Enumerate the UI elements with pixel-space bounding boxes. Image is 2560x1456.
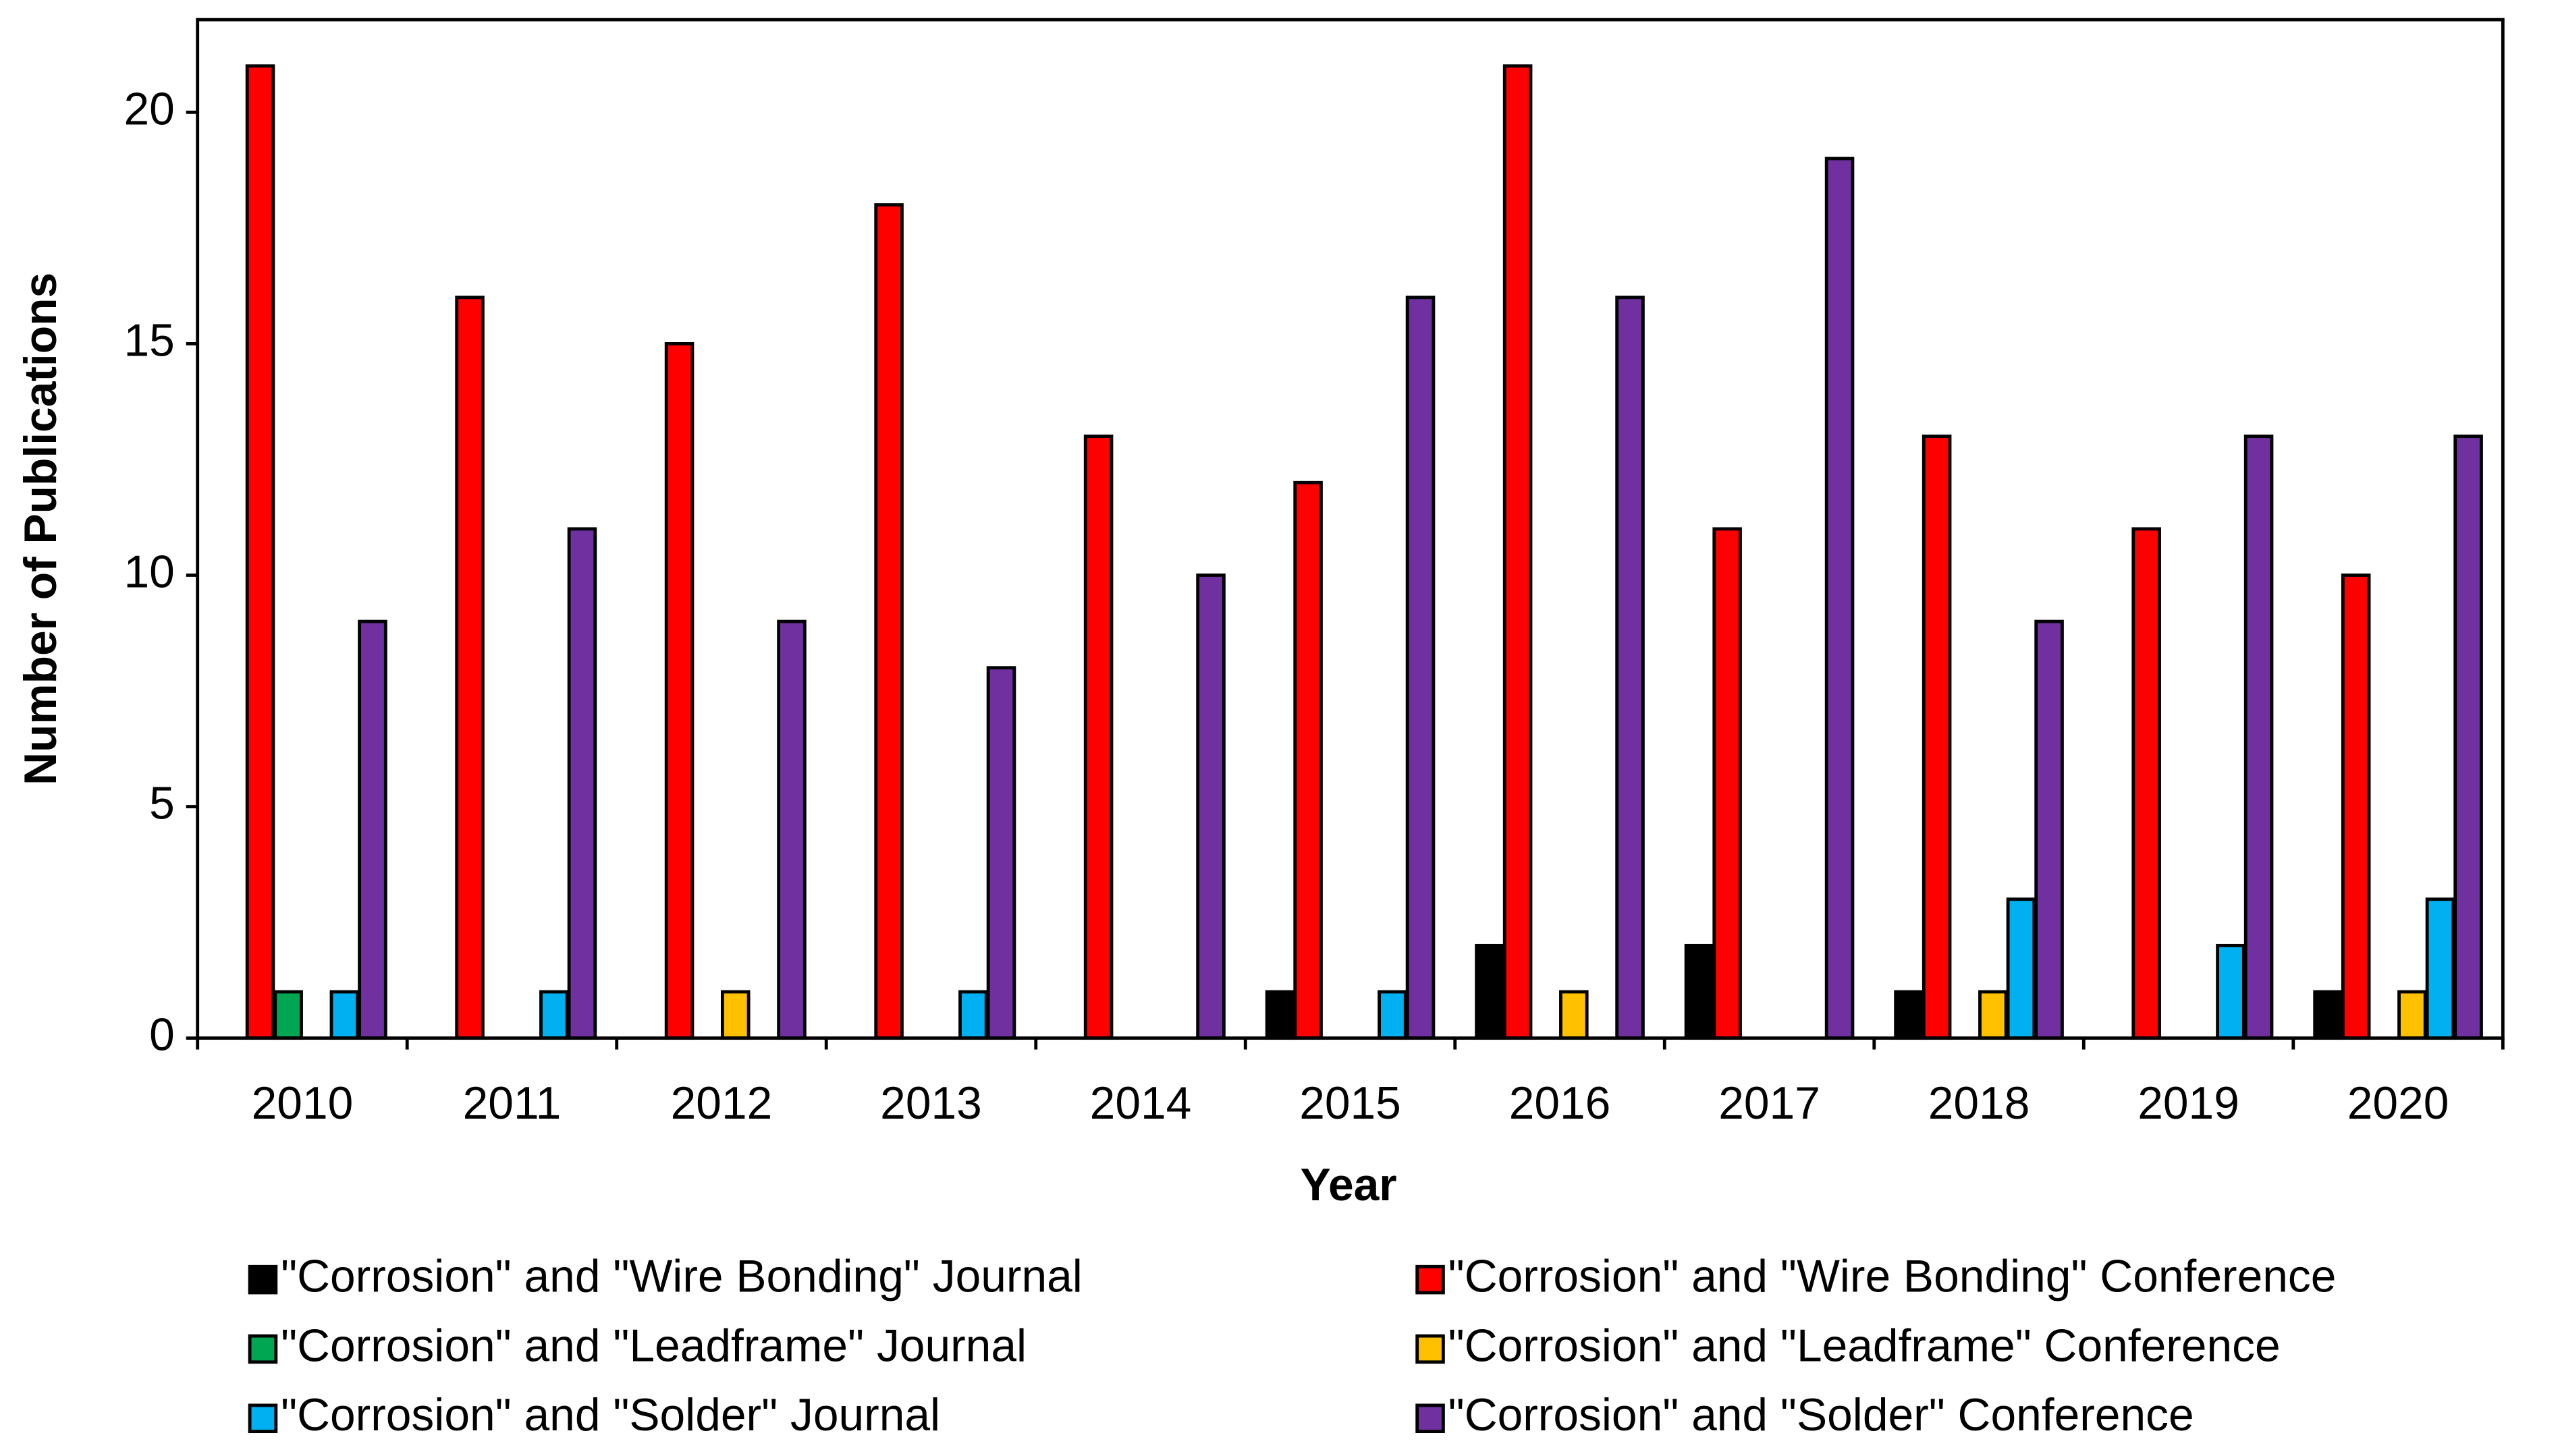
bar	[2313, 990, 2343, 1040]
x-tick-label: 2013	[880, 1078, 982, 1129]
bar	[986, 666, 1016, 1040]
bar	[874, 203, 904, 1040]
legend-label: "Corrosion" and "Leadframe" Journal	[281, 1320, 1027, 1371]
y-tick-label: 5	[149, 778, 175, 829]
bar	[273, 990, 303, 1040]
bar	[539, 990, 569, 1040]
legend-swatch	[248, 1334, 278, 1364]
bar	[1978, 990, 2008, 1040]
bar	[1894, 990, 1924, 1040]
x-tick-label: 2011	[463, 1078, 562, 1129]
x-tick-label: 2014	[1090, 1078, 1192, 1129]
bar	[1265, 990, 1295, 1040]
bar	[2453, 435, 2483, 1040]
bar	[2397, 990, 2427, 1040]
bar	[1378, 990, 1407, 1040]
bar	[1083, 435, 1114, 1040]
y-tick-label: 10	[124, 547, 175, 597]
bar	[1615, 296, 1645, 1040]
x-tick-label: 2017	[1718, 1078, 1820, 1129]
y-tick-label: 20	[124, 84, 175, 134]
bar	[1405, 296, 1436, 1040]
legend-swatch	[1415, 1264, 1445, 1295]
y-axis-label: Number of Publications	[16, 273, 66, 785]
bar	[1824, 157, 1855, 1040]
bar	[777, 619, 807, 1040]
bar	[2216, 943, 2245, 1040]
bar	[2006, 897, 2036, 1040]
x-tick-label: 2020	[2347, 1078, 2449, 1129]
y-tick-label: 15	[124, 315, 175, 366]
plot-frame	[196, 18, 2505, 1040]
bar	[245, 64, 275, 1040]
bar	[1502, 64, 1533, 1040]
bar	[358, 619, 387, 1040]
bar	[2131, 527, 2161, 1040]
bar	[1475, 943, 1504, 1040]
legend-label: "Corrosion" and "Wire Bonding" Journal	[281, 1252, 1083, 1302]
bar	[664, 342, 695, 1040]
legend-label: "Corrosion" and "Leadframe" Conference	[1448, 1320, 2281, 1371]
bar	[958, 990, 988, 1040]
x-tick-label: 2012	[671, 1078, 773, 1129]
bar	[2034, 619, 2064, 1040]
legend-label: "Corrosion" and "Wire Bonding" Conferenc…	[1448, 1252, 2337, 1302]
x-tick-label: 2018	[1928, 1078, 2030, 1129]
x-tick-label: 2019	[2137, 1078, 2239, 1129]
x-tick-label: 2010	[252, 1078, 354, 1129]
legend-swatch	[1415, 1334, 1445, 1364]
bar	[1922, 435, 1952, 1040]
bar	[1293, 480, 1323, 1040]
legend-swatch	[1415, 1403, 1445, 1434]
bar	[1712, 527, 1742, 1040]
bar	[455, 296, 485, 1040]
legend-swatch	[248, 1403, 278, 1434]
legend-label: "Corrosion" and "Solder" Conference	[1448, 1390, 2194, 1440]
bar	[2341, 573, 2371, 1040]
bar	[1559, 990, 1589, 1040]
bar	[1196, 573, 1226, 1040]
x-tick-label: 2016	[1509, 1078, 1611, 1129]
bar	[329, 990, 360, 1040]
y-tick-label: 0	[149, 1010, 175, 1061]
bar	[721, 990, 751, 1040]
x-axis-label: Year	[1301, 1160, 1397, 1210]
bar	[567, 527, 597, 1040]
bar	[1684, 943, 1714, 1040]
legend-swatch	[248, 1264, 278, 1295]
bar	[2243, 435, 2274, 1040]
legend-label: "Corrosion" and "Solder" Journal	[281, 1390, 940, 1440]
x-tick-label: 2015	[1299, 1078, 1401, 1129]
bar	[2425, 897, 2455, 1040]
